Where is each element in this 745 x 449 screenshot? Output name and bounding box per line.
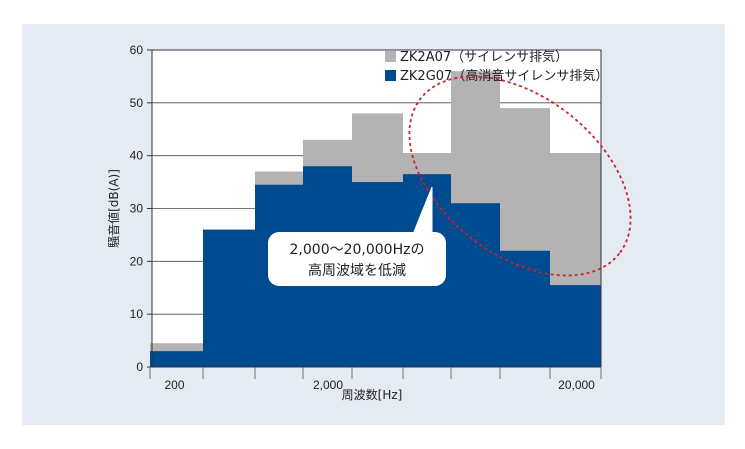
y-tick-label: 50 xyxy=(130,96,144,110)
legend-label-zk2g07: ZK2G07（高消音サイレンサ排気） xyxy=(400,68,608,84)
y-tick-label: 40 xyxy=(130,149,144,163)
legend-label-zk2a07: ZK2A07（サイレンサ排気） xyxy=(400,49,568,65)
legend-swatch-zk2a07 xyxy=(385,51,396,62)
y-tick-label: 10 xyxy=(130,307,144,321)
highlight-ellipse xyxy=(408,75,632,277)
bar-zk2g07 xyxy=(500,250,550,367)
x-axis-title: 周波数[Hz] xyxy=(342,387,403,402)
bar-zk2g07 xyxy=(550,285,601,367)
bar-zk2g07 xyxy=(451,203,500,367)
x-tick-label: 20,000 xyxy=(558,378,595,392)
y-tick-label: 60 xyxy=(130,43,144,57)
callout-line-2: 高周波域を低減 xyxy=(308,262,406,279)
x-tick-label: 200 xyxy=(164,378,184,392)
callout-line-1: 2,000〜20,000Hzの xyxy=(290,242,425,258)
y-tick-label: 20 xyxy=(130,254,144,268)
bar-zk2g07 xyxy=(203,229,255,367)
callout-bubble xyxy=(268,232,446,286)
legend-swatch-zk2g07 xyxy=(385,70,396,81)
y-tick-label: 0 xyxy=(136,360,143,374)
chart-panel: 0 10 20 30 40 50 60 200 2,000 20,000 周波数[Hz] 騒音値[dB… xyxy=(22,24,725,425)
y-axis-title: 騒音値[dB(A)] xyxy=(106,169,121,248)
y-tick-label: 30 xyxy=(130,202,144,216)
chart: 0 10 20 30 40 50 60 200 2,000 20,000 周波数[Hz] 騒音値[dB… xyxy=(106,43,632,402)
x-tick-label: 2,000 xyxy=(313,378,343,392)
bar-zk2g07 xyxy=(150,351,203,367)
